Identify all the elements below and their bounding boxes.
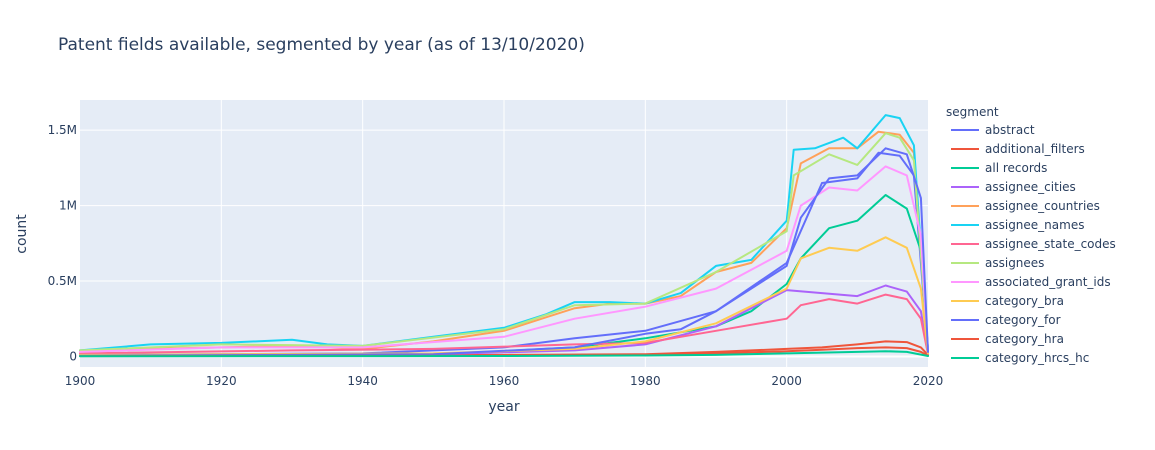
legend-item[interactable]: assignee_names xyxy=(951,218,1084,232)
legend-label: assignee_state_codes xyxy=(985,237,1116,251)
legend-label: category_hra xyxy=(985,332,1064,346)
y-tick-label: 1.5M xyxy=(48,123,77,137)
legend-item[interactable]: assignee_cities xyxy=(951,180,1076,194)
legend-label: category_hrcs_hc xyxy=(985,351,1089,365)
x-tick-label: 1960 xyxy=(489,374,520,388)
legend-item[interactable]: all records xyxy=(951,161,1047,175)
legend-item[interactable]: category_bra xyxy=(951,294,1064,308)
y-tick-label: 1M xyxy=(59,199,77,213)
legend-label: assignee_names xyxy=(985,218,1084,232)
legend-item[interactable]: assignee_state_codes xyxy=(951,237,1116,251)
legend-label: category_for xyxy=(985,313,1061,327)
legend-label: abstract xyxy=(985,123,1035,137)
x-tick-label: 1940 xyxy=(347,374,378,388)
x-axis-title: year xyxy=(488,399,519,415)
legend-item[interactable]: category_hrcs_hc xyxy=(951,351,1089,365)
y-axis-title: count xyxy=(14,214,30,254)
legend-label: additional_filters xyxy=(985,142,1085,156)
legend-label: all records xyxy=(985,161,1047,175)
legend-item[interactable]: additional_filters xyxy=(951,142,1085,156)
legend-item[interactable]: abstract xyxy=(951,123,1035,137)
legend-label: assignees xyxy=(985,256,1044,270)
legend-label: assignee_countries xyxy=(985,199,1100,213)
legend-title: segment xyxy=(946,105,999,119)
legend-item[interactable]: category_for xyxy=(951,313,1061,327)
chart-title: Patent fields available, segmented by ye… xyxy=(58,35,585,55)
y-tick-label: 0 xyxy=(69,349,77,363)
legend-label: associated_grant_ids xyxy=(985,275,1111,289)
legend-label: category_bra xyxy=(985,294,1064,308)
legend-item[interactable]: assignee_countries xyxy=(951,199,1100,213)
x-tick-label: 2000 xyxy=(771,374,802,388)
x-tick-label: 1900 xyxy=(65,374,96,388)
legend-item[interactable]: associated_grant_ids xyxy=(951,275,1111,289)
x-tick-label: 2020 xyxy=(913,374,944,388)
y-tick-label: 0.5M xyxy=(48,274,77,288)
legend-label: assignee_cities xyxy=(985,180,1076,194)
legend-item[interactable]: category_hra xyxy=(951,332,1064,346)
legend-item[interactable]: assignees xyxy=(951,256,1044,270)
x-tick-label: 1980 xyxy=(630,374,661,388)
x-tick-label: 1920 xyxy=(206,374,237,388)
legend[interactable]: segment abstract additional_filtersall re… xyxy=(946,105,1116,365)
